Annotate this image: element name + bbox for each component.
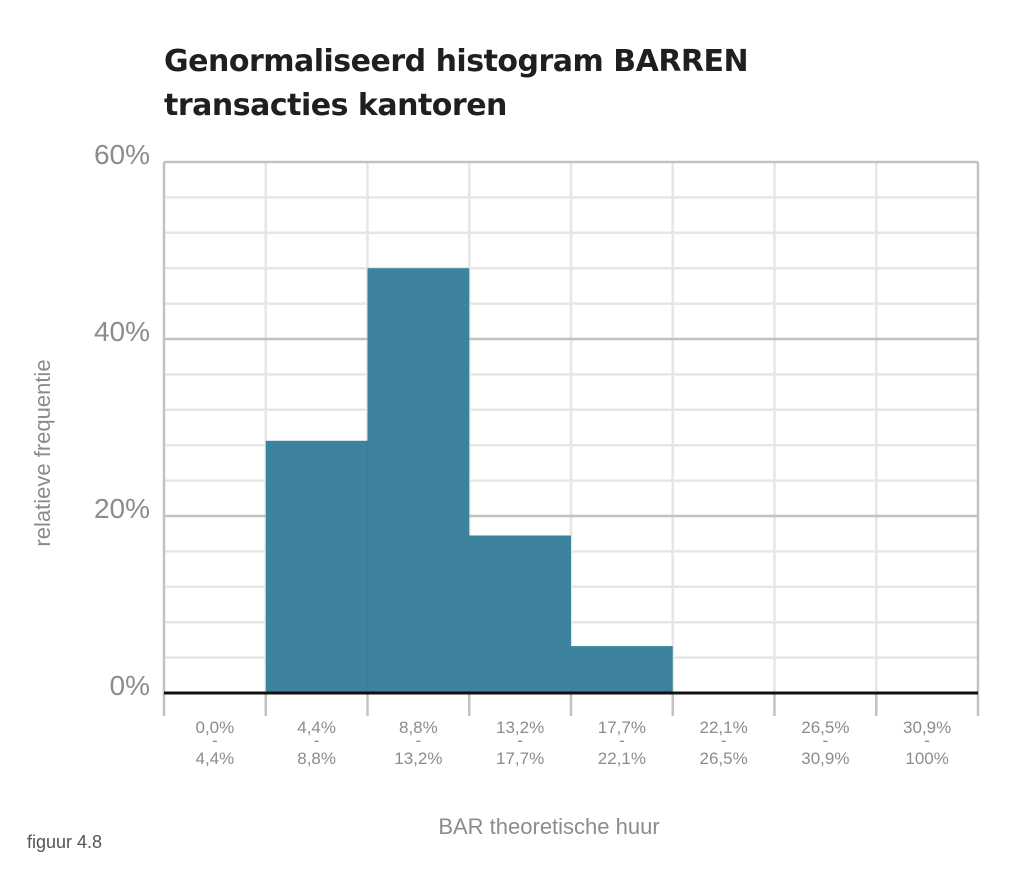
y-tick-labels: 0% 20% 40% 60% [94,139,150,701]
y-tick-label: 40% [94,316,150,347]
x-axis-label: BAR theoretische huur [438,814,659,839]
x-tick-label: 17,7% -22,1% [598,718,646,768]
x-tick-label: 30,9% -100% [903,718,951,768]
x-tick-label: 26,5% -30,9% [801,718,849,768]
chart-title: Genormaliseerd histogram BARREN transact… [164,40,864,128]
y-tick-label: 0% [110,670,150,701]
bar [571,646,673,693]
bar [367,268,470,693]
figure-caption: figuur 4.8 [27,832,103,852]
x-tick-label: 8,8% -13,2% [394,718,442,768]
x-tick-label: 13,2% -17,7% [496,718,544,768]
y-tick-label: 60% [94,139,150,170]
chart-title-line-2: transacties kantoren [164,88,507,123]
x-tick-label: 4,4% -8,8% [297,718,336,768]
bar-layer [265,268,673,693]
y-tick-label: 20% [94,493,150,524]
x-tick-label: 22,1% -26,5% [700,718,748,768]
chart-title-line-1: Genormaliseerd histogram BARREN [164,44,749,79]
x-tick-labels: 0,0% -4,4% 4,4% -8,8% 8,8% -13,2% 13,2% -17,7% 1… [196,718,952,768]
x-tick-label: 0,0% -4,4% [196,718,235,768]
axis-layer [162,162,980,716]
bar [469,535,571,693]
y-axis-label: relatieve frequentie [30,359,55,546]
bar [265,440,368,693]
